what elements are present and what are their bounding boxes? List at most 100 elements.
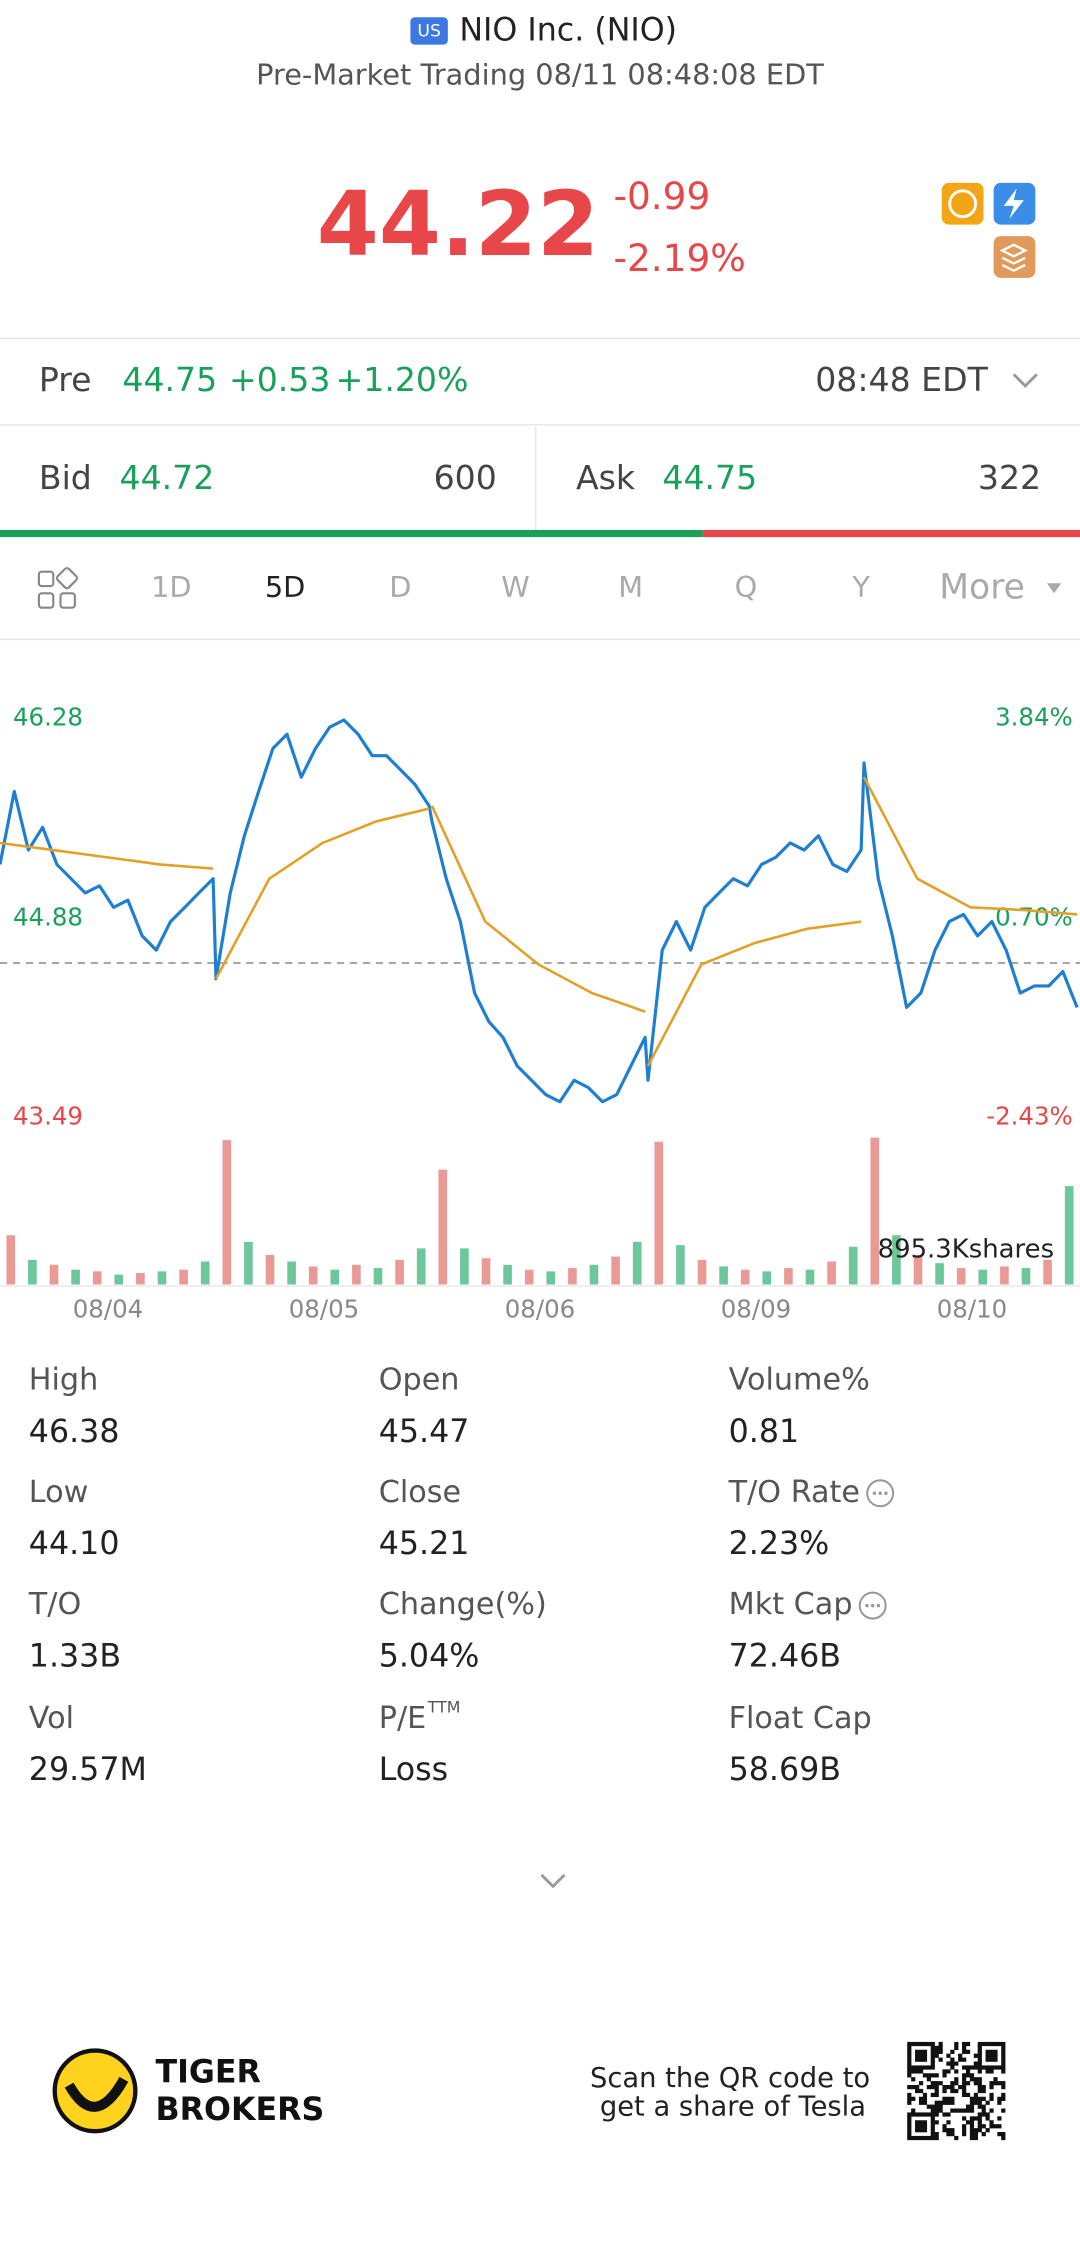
period-tab[interactable]: 5D <box>265 570 306 604</box>
volume-bar <box>200 1261 210 1285</box>
volume-bar <box>848 1246 858 1285</box>
qr-cell <box>930 2057 935 2062</box>
qr-cell <box>1001 2041 1006 2047</box>
qr-cell <box>989 2053 994 2058</box>
qr-cell <box>930 2041 935 2047</box>
volume-bar <box>28 1259 37 1285</box>
volume-bar <box>589 1264 599 1285</box>
qr-cell <box>969 2120 975 2125</box>
bid-size: 600 <box>434 458 497 497</box>
stat-label: T/O Rate <box>728 1475 860 1510</box>
volume-bar <box>308 1266 318 1285</box>
qr-cell <box>1001 2096 1006 2101</box>
volume-bar <box>632 1241 642 1285</box>
qr-cell <box>973 2135 978 2141</box>
period-tab[interactable]: Y <box>851 570 870 604</box>
qr-cell <box>1001 2108 1006 2113</box>
volume-bar <box>92 1271 102 1285</box>
session-subtitle: Pre-Market Trading 08/11 08:48:08 EDT <box>256 57 824 91</box>
period-tab[interactable]: More <box>939 567 1025 607</box>
stat-label: Open <box>379 1362 460 1397</box>
qr-cell <box>922 2065 928 2070</box>
qr-cell <box>985 2100 990 2105</box>
qr-cell <box>922 2053 928 2058</box>
qr-cell <box>918 2112 924 2117</box>
qr-cell <box>946 2061 951 2066</box>
period-tab[interactable]: Q <box>735 570 758 604</box>
info-icon[interactable] <box>858 1591 887 1620</box>
qr-cell <box>989 2069 994 2074</box>
feature-icons[interactable] <box>941 182 1036 278</box>
qr-cell <box>973 2092 978 2098</box>
x-tick-label: 08/06 <box>505 1294 576 1323</box>
info-icon[interactable] <box>866 1479 895 1508</box>
volume-bar <box>71 1269 80 1285</box>
qr-cell <box>915 2041 920 2047</box>
qr-cell <box>915 2053 920 2058</box>
qr-cell <box>950 2088 955 2094</box>
layout-icon[interactable] <box>37 567 79 609</box>
qr-cell <box>977 2061 982 2066</box>
qr-cell <box>907 2045 912 2051</box>
pre-time[interactable]: 08:48 EDT <box>815 360 988 399</box>
qr-cell <box>950 2057 955 2062</box>
qr-cell <box>907 2100 912 2105</box>
qr-cell <box>934 2049 939 2054</box>
stat-value: Loss <box>379 1752 448 1788</box>
pre-label: Pre <box>39 360 92 399</box>
qr-cell <box>922 2057 928 2062</box>
qr-cell <box>981 2041 986 2047</box>
time-dropdown[interactable] <box>1012 373 1038 388</box>
dollar-icon[interactable] <box>941 182 984 225</box>
qr-cell <box>993 2049 998 2054</box>
qr-cell <box>942 2112 947 2117</box>
qr-cell <box>962 2128 967 2133</box>
qr-cell <box>989 2096 994 2101</box>
qr-cell <box>985 2065 990 2070</box>
period-tab[interactable]: M <box>618 570 643 604</box>
qr-cell <box>989 2057 994 2062</box>
volume-bar <box>697 1259 707 1285</box>
qr-cell <box>911 2065 916 2070</box>
qr-cell <box>926 2135 931 2141</box>
qr-cell <box>915 2120 920 2125</box>
qr-cell <box>962 2085 967 2090</box>
pre-price: 44.75 <box>122 360 217 399</box>
qr-cell <box>926 2112 931 2117</box>
volume-bar <box>546 1271 556 1285</box>
y2-tick-label: 3.84% <box>995 703 1073 732</box>
qr-cell <box>926 2073 931 2078</box>
qr-cell <box>958 2057 963 2062</box>
qr-cell <box>922 2073 928 2078</box>
price-line <box>0 718 1079 1104</box>
qr-cell <box>965 2120 971 2125</box>
brand-name: TIGER <box>156 2055 261 2091</box>
qr-cell <box>993 2081 998 2086</box>
qr-cell <box>942 2124 947 2129</box>
period-tab[interactable]: D <box>389 570 411 604</box>
qr-cell <box>1001 2069 1006 2074</box>
expand-chevron[interactable] <box>540 1873 566 1889</box>
stat-label: Volume% <box>729 1362 870 1397</box>
flash-glyph <box>1003 188 1024 219</box>
period-tab[interactable]: 1D <box>151 570 192 604</box>
qr-cell <box>946 2120 951 2125</box>
qr-cell <box>993 2057 998 2062</box>
ask-price: 44.75 <box>662 458 757 497</box>
volume-bar <box>222 1140 232 1285</box>
qr-cell <box>977 2096 982 2101</box>
qr-cell <box>962 2073 967 2078</box>
period-tab[interactable]: W <box>501 570 529 604</box>
qr-cell <box>934 2085 939 2090</box>
qr-cell <box>946 2096 951 2101</box>
qr-cell <box>993 2124 998 2129</box>
volume-bar <box>978 1269 988 1285</box>
bid-volume-bar <box>0 529 703 538</box>
y-tick-label: 44.88 <box>13 903 83 932</box>
qr-cell <box>942 2085 947 2090</box>
qr-cell <box>962 2057 967 2062</box>
qr-cell <box>915 2128 920 2133</box>
volume-bar <box>136 1272 145 1285</box>
qr-cell <box>926 2065 931 2070</box>
bid-label: Bid <box>39 458 92 497</box>
